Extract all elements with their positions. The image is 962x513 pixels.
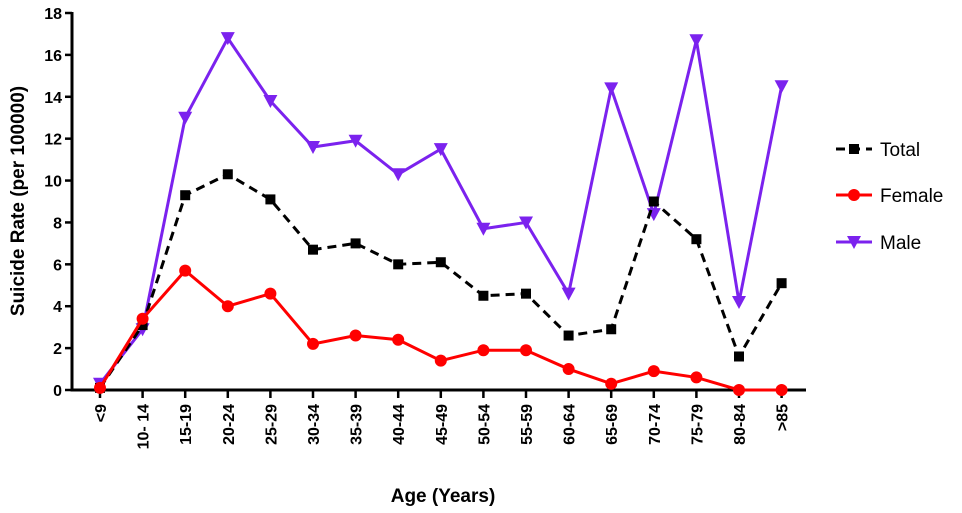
x-tick-label: 70-74 bbox=[647, 404, 664, 445]
data-point-male bbox=[689, 34, 704, 48]
legend-item-male: Male bbox=[836, 233, 921, 254]
data-point-female bbox=[307, 337, 319, 350]
data-point-female bbox=[136, 312, 149, 325]
data-point-female bbox=[392, 333, 405, 346]
data-point-total bbox=[222, 169, 233, 180]
y-tick-label: 0 bbox=[53, 383, 62, 400]
data-point-male bbox=[561, 287, 576, 301]
data-point-male bbox=[263, 94, 278, 108]
data-point-total bbox=[308, 244, 318, 255]
legend-label: Male bbox=[880, 233, 921, 254]
y-tick-label: 10 bbox=[44, 174, 62, 191]
y-tick-label: 16 bbox=[44, 48, 62, 65]
data-point-female bbox=[349, 329, 362, 342]
data-point-female bbox=[477, 344, 490, 357]
legend: Total Female Male bbox=[836, 140, 943, 254]
data-point-female bbox=[690, 371, 703, 384]
series-female bbox=[94, 264, 788, 396]
legend-label: Total bbox=[880, 140, 920, 161]
x-tick-label: 30-34 bbox=[306, 404, 323, 445]
data-point-male bbox=[306, 141, 320, 155]
data-point-female bbox=[434, 354, 447, 367]
legend-item-total: Total bbox=[836, 140, 920, 161]
x-tick-label: 45-49 bbox=[434, 404, 451, 445]
data-point-female bbox=[520, 344, 532, 357]
data-point-male bbox=[348, 134, 363, 148]
x-tick-label: 40-44 bbox=[391, 404, 408, 445]
data-point-total bbox=[648, 196, 659, 207]
data-point-total bbox=[606, 324, 617, 335]
data-point-male bbox=[178, 111, 193, 125]
data-point-female bbox=[221, 300, 234, 313]
y-tick-label: 4 bbox=[53, 299, 62, 316]
data-point-male bbox=[220, 32, 235, 46]
data-point-total bbox=[691, 234, 702, 245]
data-point-female bbox=[94, 381, 106, 394]
series-male bbox=[93, 32, 789, 391]
legend-label: Female bbox=[880, 186, 943, 207]
data-point-total bbox=[350, 238, 361, 249]
y-tick-label: 2 bbox=[53, 341, 62, 358]
x-axis-title: Age (Years) bbox=[391, 486, 496, 507]
x-tick-label: 65-69 bbox=[604, 404, 621, 445]
x-tick-label: <9 bbox=[93, 404, 110, 422]
legend-marker bbox=[847, 236, 861, 249]
data-point-total bbox=[563, 330, 574, 341]
data-point-male bbox=[519, 216, 533, 230]
series-line-female bbox=[98, 268, 782, 392]
y-tick-label: 12 bbox=[44, 132, 62, 149]
x-tick-label: >85 bbox=[775, 404, 792, 431]
y-tick-label: 6 bbox=[53, 257, 62, 274]
y-tick-label: 14 bbox=[44, 90, 62, 107]
data-point-total bbox=[180, 190, 191, 201]
data-point-total bbox=[734, 351, 744, 362]
data-point-female bbox=[647, 365, 660, 378]
data-point-female bbox=[562, 363, 575, 376]
data-point-total bbox=[393, 259, 404, 270]
data-point-total bbox=[776, 278, 787, 289]
data-point-male bbox=[433, 143, 448, 157]
y-tick-label: 8 bbox=[53, 215, 62, 232]
legend-item-female: Female bbox=[836, 186, 943, 207]
data-point-male bbox=[732, 296, 746, 310]
data-point-total bbox=[137, 320, 148, 331]
data-point-total bbox=[435, 257, 446, 268]
data-point-total bbox=[478, 290, 489, 301]
legend-marker bbox=[848, 189, 860, 201]
data-point-female bbox=[264, 287, 277, 300]
data-point-female bbox=[605, 377, 618, 390]
x-tick-label: 10- 14 bbox=[136, 404, 153, 449]
x-tick-label: 25-29 bbox=[263, 404, 280, 445]
series-layer bbox=[93, 32, 789, 396]
series-line-total bbox=[98, 172, 783, 389]
x-tick-label: 20-24 bbox=[221, 404, 238, 445]
x-tick-label: 15-19 bbox=[178, 404, 195, 445]
data-point-male bbox=[604, 82, 619, 96]
data-point-female bbox=[733, 384, 745, 396]
x-tick-label: 80-84 bbox=[732, 404, 749, 445]
data-point-female bbox=[775, 384, 788, 396]
axes: 0 2 4 6 8 10 12 14 16 18 <9 10- 14 15-19 20-24 25-29 30… bbox=[44, 6, 806, 449]
series-line-male bbox=[98, 35, 784, 385]
y-tick-label: 18 bbox=[44, 6, 62, 23]
data-point-female bbox=[179, 264, 192, 277]
data-point-male bbox=[391, 168, 406, 182]
x-tick-label: 35-39 bbox=[349, 404, 366, 445]
x-tick-label: 50-54 bbox=[476, 404, 493, 445]
legend-marker bbox=[849, 144, 859, 154]
x-tick-label: 75-79 bbox=[689, 404, 706, 445]
y-axis-title: Suicide Rate (per 100000) bbox=[8, 86, 29, 316]
x-tick-label: 60-64 bbox=[562, 404, 579, 445]
data-point-male bbox=[476, 222, 491, 236]
data-point-male bbox=[774, 80, 789, 94]
data-point-total bbox=[265, 194, 276, 205]
data-point-total bbox=[521, 288, 531, 299]
x-tick-label: 55-59 bbox=[519, 404, 536, 445]
